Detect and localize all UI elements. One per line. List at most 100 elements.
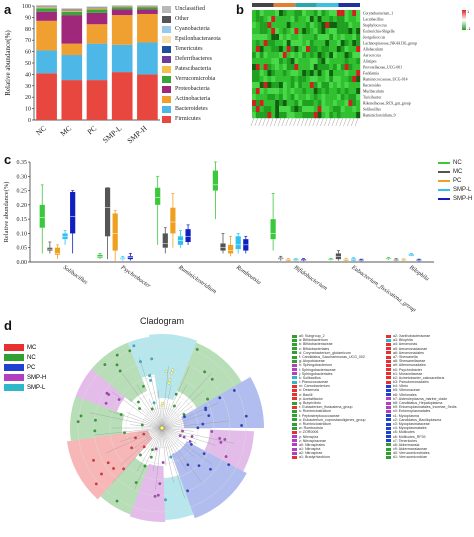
y-tick-label: 0.15 [17,217,28,223]
heatmap-cell [306,106,311,113]
taxa-item: a0: Nitrospirales [292,443,366,447]
taxa-swatch [292,401,297,405]
tree-branch [136,427,163,472]
heatmap-cell [290,34,295,41]
tree-branch [144,427,163,439]
heatmap-cell [286,100,291,107]
heatmap-cell [317,46,322,53]
tree-node [173,404,176,408]
heatmap-cell [313,34,318,41]
taxa-swatch [386,409,391,413]
heatmap-cell [336,76,341,83]
tree-node [119,413,123,416]
heatmap-cell [333,76,338,83]
legend-item-verrucomicrobia: Verrucomicrobia [162,74,221,84]
heatmap-row-label-aerococcus: Aerococcus [363,54,381,58]
heatmap-cell [279,94,284,101]
heatmap-row-label-ruminiclostridium-9: Ruminiclostridium_9 [363,114,396,118]
tree-node [202,452,206,456]
heatmap-cell [271,94,276,101]
heatmap-cell [252,10,257,17]
heatmap-cell [298,34,303,41]
y-tick-label: 70 [25,38,31,44]
heatmap-cell [340,28,345,35]
heatmap-cell [340,34,345,41]
heatmap-cell [279,16,284,23]
heatmap-cell [313,64,318,71]
legend-item-deferribacteres: Deferribacteres [162,54,221,64]
tree-node [209,467,212,471]
heatmap-cell [333,70,338,77]
tree-node [151,448,154,452]
taxa-item: a2: Xanthobacteraceae [386,334,457,338]
heatmap-cell [325,88,330,95]
taxa-label: h: Sphingobacterium [299,363,332,368]
tree-branch [161,402,181,429]
heatmap-col-tick [316,117,320,127]
taxa-swatch [292,355,297,359]
heatmap-cell [340,106,345,113]
tree-node [164,370,168,373]
heatmap-cell [263,100,268,107]
clade-highlight-smp-l-0 [148,334,198,401]
tree-node [204,406,207,410]
tree-branch [108,410,163,429]
taxa-label: m: Carnobacterium [299,384,330,389]
cladogram-key-mc: MC [4,344,36,351]
heatmap-cell [290,52,295,59]
box-nc-romboutsia [212,170,218,191]
heatmap-cell [302,34,307,41]
heatmap-cell [282,22,287,29]
heatmap-cell [263,28,268,35]
heatmap-cell [275,28,280,35]
bar-segment-actinobacteria-smp-h [137,13,158,43]
taxa-item: c: Bifidobacteriales [292,347,366,351]
taxa-swatch [292,409,297,413]
heatmap-cell [298,64,303,71]
legend-item-pc: PC [438,176,472,185]
heatmap-col-tick [250,117,255,127]
heatmap-cell [313,82,318,89]
tree-node [210,430,214,433]
heatmap-cell [267,58,272,65]
heatmap-cell [352,40,357,47]
tree-branch [129,398,163,429]
heatmap-cell [336,34,341,41]
tree-branch [161,427,180,448]
tree-node [186,489,190,493]
heatmap-cell [263,70,268,77]
heatmap-cell [321,46,326,53]
heatmap-cell [294,40,299,47]
heatmap-cell [286,64,291,71]
heatmap-cell [255,70,260,77]
heatmap-cell [290,70,295,77]
heatmap-cell [267,88,272,95]
taxa-item: l: Planococcaceae [292,380,366,384]
heatmap-cell [267,70,272,77]
heatmap-cell [313,88,318,95]
heatmap-cell [336,112,341,119]
taxa-swatch [292,435,297,439]
box-smp-h-ruminiclostridium [185,229,191,242]
heatmap-cell [275,22,280,29]
heatmap-cell [333,112,338,119]
heatmap-cell [255,10,260,17]
tree-node [139,453,142,457]
group-color-bar-1 [273,3,296,7]
heatmap-cell [302,52,307,59]
color-scale-min: -1 [467,26,471,31]
tree-node [188,440,192,443]
tree-branch [161,427,213,465]
y-tick-label: 60 [25,50,31,56]
heatmap-cell [356,52,361,59]
heatmap-cell [333,46,338,53]
taxa-item: a6: Aeromonadales [386,351,457,355]
heatmap-cell [279,64,284,71]
taxa-item: y: Nitrospira [292,435,366,439]
taxa-label: c1: Mycoplasma [393,413,419,418]
heatmap-cell [325,40,330,47]
taxa-swatch [292,443,297,447]
heatmap-cell [321,76,326,83]
tree-branch [130,424,163,429]
heatmap-cell [267,64,272,71]
